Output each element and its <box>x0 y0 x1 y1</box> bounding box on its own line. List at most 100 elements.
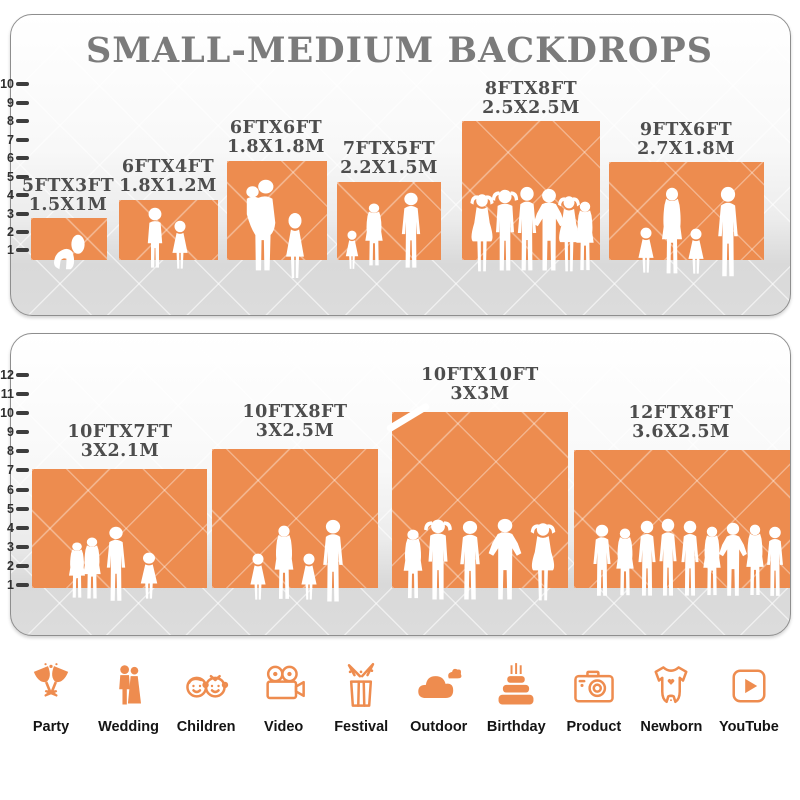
size-ft: 10FTX8FT <box>242 402 348 422</box>
silhouette-woman <box>365 204 382 266</box>
silhouette-girl <box>301 554 316 600</box>
backdrop-label: 12FTX8FT 3.6X2.5M <box>616 404 746 442</box>
silhouette-man <box>767 527 783 596</box>
backdrop-box-6x4 <box>119 200 218 260</box>
size-ft: 7FTX5FT <box>342 139 436 159</box>
category-row: Party Wedding Chi <box>14 662 786 735</box>
ruler-dash-icon <box>16 118 29 124</box>
ruler-number: 12 <box>0 368 14 382</box>
ruler-dash-icon <box>16 582 29 588</box>
silhouette-woman <box>576 202 593 271</box>
ruler-number: 3 <box>7 540 14 554</box>
silhouette-boy <box>148 208 162 268</box>
silhouette-woman <box>83 538 100 599</box>
category-label: Product <box>566 719 622 735</box>
category-label: Birthday <box>486 719 546 735</box>
ruler-dash-icon <box>16 192 29 198</box>
ruler-dash-icon <box>16 391 29 397</box>
children-icon <box>186 674 229 698</box>
category-label: Party <box>32 719 70 735</box>
ruler-dash-icon <box>16 506 29 512</box>
category-youtube: YouTube <box>712 662 786 735</box>
silhouette-girl <box>346 231 358 269</box>
silhouette-woman <box>616 529 633 596</box>
ruler-tick: 6 <box>0 149 29 167</box>
ruler-dash-icon <box>16 372 29 378</box>
ruler-tick: 7 <box>0 461 29 479</box>
silhouette-man <box>460 521 480 600</box>
ruler-tick: 8 <box>0 112 29 130</box>
ruler-tick: 2 <box>0 557 29 575</box>
silhouette-man <box>718 187 738 276</box>
ruler-dash-icon <box>16 155 29 161</box>
birthday-icon <box>498 663 534 705</box>
size-m: 3X2.5M <box>255 421 335 441</box>
ruler-dash-icon <box>16 448 29 454</box>
ruler-dash-icon <box>16 467 29 473</box>
ruler-number: 8 <box>7 444 14 458</box>
ruler-dash-icon <box>16 429 29 435</box>
silhouette-man <box>323 520 343 602</box>
size-m: 2.7X1.8M <box>637 139 735 159</box>
backdrop-box-9x6 <box>609 162 764 260</box>
backdrop-box-6x6 <box>227 161 327 260</box>
silhouette-girl <box>286 213 304 278</box>
category-label: Festival <box>334 719 389 735</box>
ruler-tick: 4 <box>0 186 29 204</box>
size-ft: 8FTX8FT <box>484 79 578 99</box>
category-birthday: Birthday <box>479 662 553 735</box>
silhouette-man <box>681 521 698 596</box>
ruler-tick: 11 <box>0 385 29 403</box>
category-label: Wedding <box>98 719 160 735</box>
ruler-number: 10 <box>0 77 14 91</box>
youtube-icon <box>732 669 766 703</box>
silhouette-girl <box>141 553 158 599</box>
silhouette-girl <box>638 228 653 273</box>
backdrop-label: 5FTX3FT 1.5X1M <box>8 177 128 215</box>
ruler-dash-icon <box>16 100 29 106</box>
size-ft: 6FTX4FT <box>121 157 215 177</box>
category-label: YouTube <box>718 719 779 735</box>
newborn-icon <box>654 666 688 704</box>
size-ft: 10FTX10FT <box>421 365 539 385</box>
ruler-dash-icon <box>16 544 29 550</box>
silhouette-man <box>593 525 610 596</box>
festival-icon <box>347 662 375 707</box>
silhouette-man <box>107 527 125 601</box>
ruler-number: 2 <box>7 225 14 239</box>
silhouette-man-hands-hips <box>489 519 522 600</box>
ruler-number: 11 <box>0 387 14 401</box>
size-ft: 5FTX3FT <box>21 176 115 196</box>
category-video: Video <box>247 662 321 735</box>
ruler-number: 9 <box>7 96 14 110</box>
backdrop-label: 10FTX8FT 3X2.5M <box>230 403 360 441</box>
backdrop-box-7x5 <box>337 182 441 260</box>
category-festival: Festival <box>324 662 398 735</box>
ruler-dash-icon <box>16 563 29 569</box>
backdrop-label: 8FTX8FT 2.5X2.5M <box>471 80 591 118</box>
silhouette-girl <box>688 229 703 274</box>
ruler-tick: 5 <box>0 168 29 186</box>
ruler-tick: 2 <box>0 223 29 241</box>
ruler-dash-icon <box>16 81 29 87</box>
ruler-number: 7 <box>7 133 14 147</box>
silhouette-baby <box>54 235 85 270</box>
size-m: 3X2.1M <box>80 441 160 461</box>
ruler-dash-icon <box>16 211 29 217</box>
size-m: 3.6X2.5M <box>632 422 730 442</box>
ruler-dash-icon <box>16 525 29 531</box>
category-label: Video <box>264 719 304 735</box>
ruler-dash-icon <box>16 137 29 143</box>
category-wedding: Wedding <box>92 662 166 735</box>
backdrop-label: 10FTX10FT 3X3M <box>415 366 545 404</box>
ruler-tick: 6 <box>0 481 29 499</box>
size-m: 2.5X2.5M <box>482 98 580 118</box>
party-icon <box>33 663 69 697</box>
size-m: 1.5X1M <box>28 195 108 215</box>
ruler-dash-icon <box>16 174 29 180</box>
backdrop-label: 9FTX6FT 2.7X1.8M <box>626 121 746 159</box>
ruler-tick: 1 <box>0 241 29 259</box>
ruler-number: 9 <box>7 425 14 439</box>
ruler-tick: 9 <box>0 94 29 112</box>
silhouette-man <box>659 519 676 596</box>
